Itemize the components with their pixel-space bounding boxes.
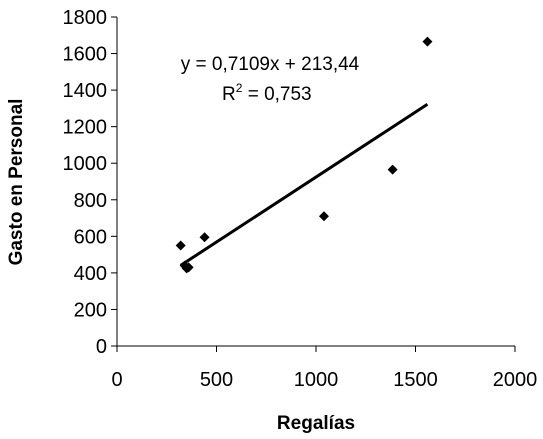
r-squared-label: R2 = 0,753 [222,81,312,105]
data-point [199,232,210,243]
x-tick-label: 0 [111,369,122,391]
data-point [422,36,433,47]
y-tick-label: 1800 [63,7,108,29]
y-tick-label: 600 [74,226,107,248]
y-tick-label: 800 [74,190,107,212]
y-axis-ticks: 0 200 400 600 800 1000 1200 1400 1600 1800 [63,7,117,358]
y-tick-label: 200 [74,299,107,321]
trendline [179,103,429,267]
data-point [387,164,398,175]
r-squared-prefix: R [222,84,236,105]
trendline-equation: y = 0,7109x + 213,44 [181,54,360,75]
y-tick-label: 1200 [63,117,108,139]
data-point [175,240,186,251]
y-tick-label: 0 [96,336,107,358]
data-point [183,262,194,273]
data-points [175,36,433,274]
y-tick-label: 1400 [63,80,108,102]
trendline-group [179,103,429,267]
data-point [318,211,329,222]
x-axis-ticks: 0 500 1000 1500 2000 [111,346,537,391]
x-axis-title: Regalías [277,413,355,434]
y-tick-label: 400 [74,263,107,285]
y-tick-label: 1000 [63,153,108,175]
x-tick-label: 500 [200,369,233,391]
y-tick-label: 1600 [63,44,108,66]
y-axis-title: Gasto en Personal [6,99,27,266]
r-squared-superscript: 2 [236,81,243,95]
r-squared-value: = 0,753 [242,84,311,105]
x-tick-label: 1000 [294,369,339,391]
x-tick-label: 1500 [393,369,438,391]
x-tick-label: 2000 [493,369,538,391]
